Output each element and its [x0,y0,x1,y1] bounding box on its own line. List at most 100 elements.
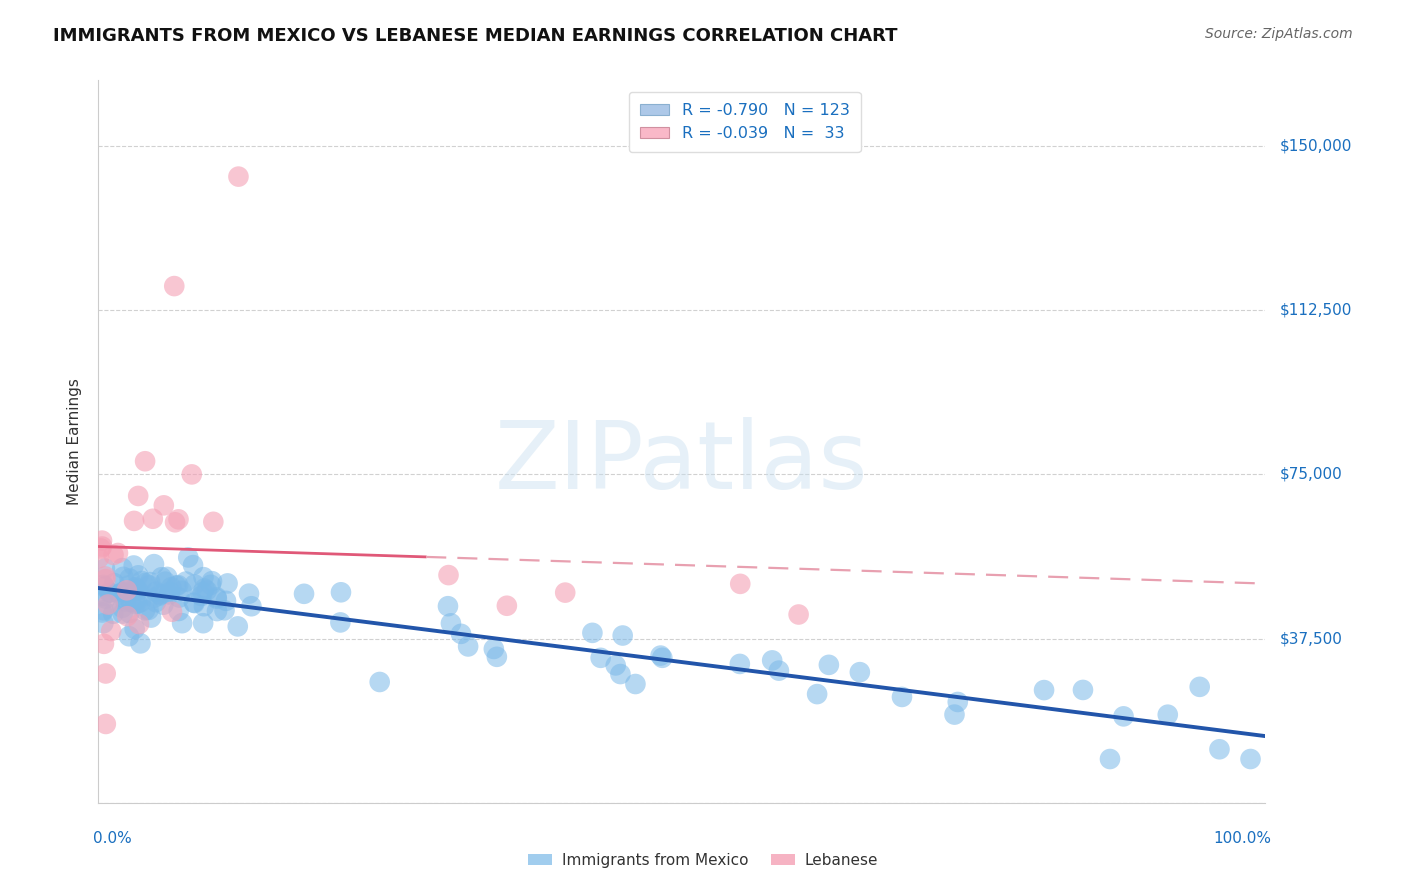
Point [240,599,263,614]
Point [93,637,115,651]
Point [115,592,138,607]
Point [111,585,134,599]
Point [87,551,110,566]
Point [94,569,117,583]
Point [787,607,810,622]
Point [891,690,914,704]
Point [125,582,148,597]
Point [1098,752,1121,766]
Point [183,596,205,610]
Text: $75,000: $75,000 [1279,467,1343,482]
Point [193,570,215,584]
Point [127,597,149,611]
Point [554,585,576,599]
Legend: Immigrants from Mexico, Lebanese: Immigrants from Mexico, Lebanese [522,847,884,873]
Point [292,587,315,601]
Y-axis label: Median Earnings: Median Earnings [67,378,83,505]
Point [457,640,479,654]
Point [145,595,167,609]
Point [118,578,141,592]
Legend: R = -0.790   N = 123, R = -0.039   N =  33: R = -0.790 N = 123, R = -0.039 N = 33 [628,92,860,153]
Point [155,574,177,589]
Point [650,648,672,663]
Point [172,616,194,631]
Point [214,603,236,617]
Point [174,574,197,589]
Point [156,570,179,584]
Point [124,622,146,636]
Point [93,580,115,594]
Point [330,585,353,599]
Point [93,616,115,631]
Point [111,600,134,615]
Point [440,616,463,631]
Point [118,572,141,586]
Point [191,585,214,599]
Point [111,561,134,575]
Point [98,585,121,599]
Point [91,578,114,592]
Text: $112,500: $112,500 [1279,302,1351,318]
Point [181,558,204,573]
Point [97,598,120,612]
Point [943,707,966,722]
Point [107,546,129,560]
Point [118,606,141,620]
Point [143,591,166,605]
Point [730,577,752,591]
Point [93,603,115,617]
Point [165,516,187,530]
Text: IMMIGRANTS FROM MEXICO VS LEBANESE MEDIAN EARNINGS CORRELATION CHART: IMMIGRANTS FROM MEXICO VS LEBANESE MEDIA… [53,27,898,45]
Point [122,514,145,528]
Point [183,577,205,591]
Point [127,489,149,503]
Point [183,596,205,610]
Point [1157,707,1180,722]
Point [114,594,136,608]
Point [118,629,141,643]
Point [193,599,215,614]
Point [946,695,969,709]
Point [1208,742,1230,756]
Point [94,591,117,606]
Point [1188,680,1211,694]
Point [139,610,162,624]
Point [651,650,673,665]
Point [122,558,145,573]
Point [482,642,505,657]
Point [1239,752,1261,766]
Point [91,533,114,548]
Point [153,499,176,513]
Text: $37,500: $37,500 [1279,632,1343,646]
Point [450,627,472,641]
Point [818,657,841,672]
Point [849,665,872,680]
Point [612,628,634,642]
Point [138,603,160,617]
Point [91,606,114,620]
Point [103,548,125,562]
Point [111,607,134,621]
Point [103,607,125,621]
Point [149,589,172,603]
Point [190,589,212,603]
Point [238,587,260,601]
Point [157,587,180,601]
Point [368,675,391,690]
Point [160,605,183,619]
Point [170,583,193,598]
Point [124,581,146,595]
Point [142,512,165,526]
Point [624,677,647,691]
Point [163,279,186,293]
Text: Source: ZipAtlas.com: Source: ZipAtlas.com [1205,27,1353,41]
Point [94,666,117,681]
Point [108,587,131,601]
Point [117,609,139,624]
Point [143,557,166,571]
Point [437,599,460,614]
Point [100,624,122,638]
Point [205,591,228,605]
Point [127,583,149,598]
Point [167,591,190,605]
